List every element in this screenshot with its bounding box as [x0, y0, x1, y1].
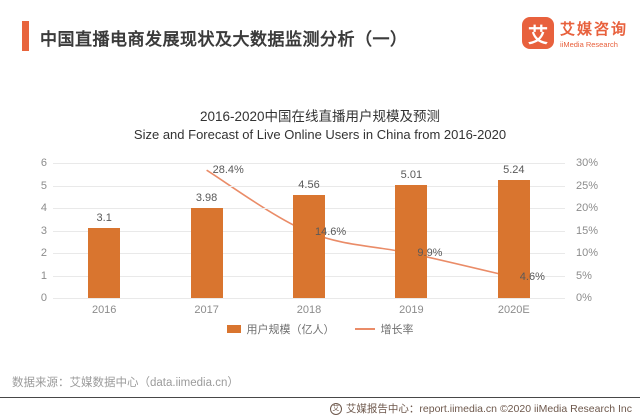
bar-2020E — [497, 180, 530, 298]
x-axis-label: 2017 — [194, 304, 219, 316]
chart-legend: 用户规模（亿人） 增长率 — [0, 321, 640, 337]
y-axis-tick-right: 20% — [576, 202, 599, 214]
page-title: 中国直播电商发展现状及大数据监测分析（一） — [40, 30, 408, 49]
footer-divider — [0, 397, 640, 398]
gridline — [53, 185, 565, 187]
bar-2019 — [395, 185, 428, 298]
x-axis-label: 2018 — [296, 304, 322, 316]
plot-area: 0 1 2 3 4 5 6 0% 5% 10% 15% 20% 25% 30% 3.1 2016 3.98 201… — [41, 157, 598, 316]
data-source-note: 数据来源：艾媒数据中心（data.iimedia.cn） — [12, 377, 239, 389]
line-point-label: 9.9% — [417, 247, 443, 260]
y-axis-tick-left: 3 — [40, 224, 47, 237]
chart-title-cn: 2016-2020中国在线直播用户规模及预测 — [199, 109, 441, 124]
y-axis-tick-right: 15% — [576, 224, 599, 237]
legend-label-user-scale: 用户规模（亿人） — [246, 324, 335, 336]
bar-value-label: 5.24 — [503, 164, 525, 177]
bar-value-label: 4.56 — [298, 179, 320, 192]
logo-name-en: iiMedia Research — [559, 39, 618, 49]
legend-label-growth-rate: 增长率 — [380, 324, 414, 336]
x-axis-label: 2016 — [91, 304, 117, 316]
line-point-label: 4.6% — [519, 271, 545, 284]
y-axis-tick-right: 5% — [576, 269, 592, 282]
y-axis-tick-left: 6 — [40, 157, 47, 169]
iimedia-logo-icon: 艾 — [521, 17, 554, 49]
logo-name-cn: 艾媒咨询 — [559, 20, 628, 38]
y-axis-tick-left: 1 — [40, 269, 47, 282]
y-axis-tick-right: 25% — [576, 179, 599, 192]
footer-text: 艾媒报告中心：report.iimedia.cn ©2020 iiMedia R… — [345, 403, 632, 415]
bar-2017 — [190, 208, 223, 298]
iimedia-badge-icon: 艾 — [329, 402, 342, 415]
y-axis-tick-left: 0 — [40, 292, 47, 304]
bar-2016 — [88, 228, 121, 298]
legend-item-growth-rate: 增长率 — [354, 321, 414, 337]
bar-value-label: 5.01 — [400, 169, 423, 182]
x-axis-label: 2020E — [497, 304, 530, 316]
legend-bar-swatch-icon — [226, 325, 241, 333]
footer: 艾 艾媒报告中心：report.iimedia.cn ©2020 iiMedia… — [329, 401, 632, 416]
y-axis-tick-left: 4 — [40, 202, 47, 214]
iimedia-logo: 艾 艾媒咨询 iiMedia Research — [521, 17, 628, 49]
bar-value-label: 3.1 — [96, 212, 112, 225]
y-axis-tick-left: 5 — [40, 179, 47, 192]
line-point-label: 14.6% — [315, 226, 347, 239]
gridline — [53, 298, 565, 299]
bar-2018 — [293, 195, 325, 298]
line-point-label: 28.4% — [212, 164, 244, 177]
chart-title-en: Size and Forecast of Live Online Users i… — [133, 127, 507, 142]
y-axis-tick-right: 0% — [576, 292, 592, 304]
bar-value-label: 3.98 — [195, 192, 218, 205]
x-axis-label: 2019 — [399, 304, 424, 316]
legend-item-user-scale: 用户规模（亿人） — [226, 321, 335, 337]
gridline — [53, 163, 565, 164]
legend-line-swatch-icon — [354, 328, 375, 330]
chart-title: 2016-2020中国在线直播用户规模及预测 Size and Forecast… — [0, 105, 640, 142]
logo-text: 艾媒咨询 iiMedia Research — [560, 17, 628, 49]
header-accent-bar — [22, 21, 29, 51]
y-axis-tick-right: 10% — [576, 247, 599, 259]
y-axis-tick-right: 30% — [576, 157, 599, 169]
y-axis-tick-left: 2 — [40, 247, 47, 259]
growth-rate-line — [206, 169, 514, 279]
